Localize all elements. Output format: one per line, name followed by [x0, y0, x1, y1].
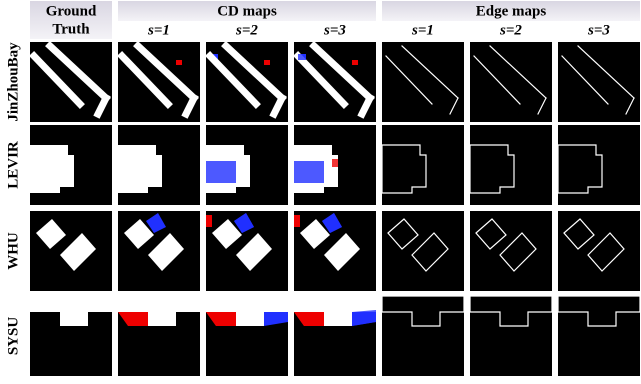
- image-tile: [558, 125, 640, 205]
- change-error: [264, 60, 270, 65]
- header-label: Truth: [52, 21, 90, 37]
- change-error: [294, 215, 300, 227]
- change-error: [294, 161, 324, 183]
- image-tile: [294, 211, 376, 291]
- image-tile: [382, 42, 464, 122]
- image-tile: [206, 125, 288, 205]
- change-error: [206, 215, 212, 227]
- row-label: SYSU: [5, 317, 21, 356]
- image-tile: [382, 211, 464, 291]
- group-title: Edge maps: [476, 3, 547, 19]
- image-tile: [470, 125, 552, 205]
- tile-background: [558, 296, 640, 376]
- image-tile: [30, 211, 112, 291]
- image-tile: [470, 42, 552, 122]
- change-error: [176, 60, 182, 65]
- change-region: [118, 145, 162, 193]
- image-tile: [30, 125, 112, 205]
- scale-label: s=3: [587, 22, 610, 38]
- scale-label: s=1: [411, 22, 434, 38]
- tile-background: [382, 296, 464, 376]
- change-error: [352, 60, 358, 65]
- row-label: JinZhouBay: [5, 42, 21, 122]
- change-region: [30, 145, 74, 193]
- header-label: Ground: [46, 3, 97, 19]
- scale-label: s=2: [499, 22, 522, 38]
- change-error: [298, 54, 306, 60]
- image-tile: [382, 125, 464, 205]
- tile-background: [382, 211, 464, 291]
- scale-label: s=3: [323, 22, 346, 38]
- image-tile: [558, 211, 640, 291]
- image-tile: [118, 211, 200, 291]
- image-tile: [294, 125, 376, 205]
- image-tile: [558, 296, 640, 376]
- image-tile: [470, 211, 552, 291]
- row-label: WHU: [5, 232, 21, 270]
- image-tile: [558, 42, 640, 122]
- figure: Ground Truth CD maps Edge maps s=1 s=2 s=3…: [0, 0, 641, 384]
- image-tile: [206, 211, 288, 291]
- tile-background: [470, 211, 552, 291]
- image-tile: [294, 296, 376, 376]
- group-title: CD maps: [217, 3, 277, 19]
- image-tile: [206, 296, 288, 376]
- tile-background: [558, 211, 640, 291]
- scale-label: s=2: [235, 22, 258, 38]
- image-tile: [118, 125, 200, 205]
- image-tile: [382, 296, 464, 376]
- image-tile: [294, 42, 376, 122]
- row-label: LEVIR: [5, 141, 21, 189]
- tile-background: [470, 296, 552, 376]
- image-tile: [118, 42, 200, 122]
- image-tile: [470, 296, 552, 376]
- image-tile: [30, 42, 112, 122]
- image-tile: [30, 296, 112, 376]
- change-error: [206, 161, 236, 183]
- scale-label: s=1: [147, 22, 170, 38]
- image-tile: [206, 42, 288, 122]
- image-tile: [118, 296, 200, 376]
- change-error: [332, 159, 338, 167]
